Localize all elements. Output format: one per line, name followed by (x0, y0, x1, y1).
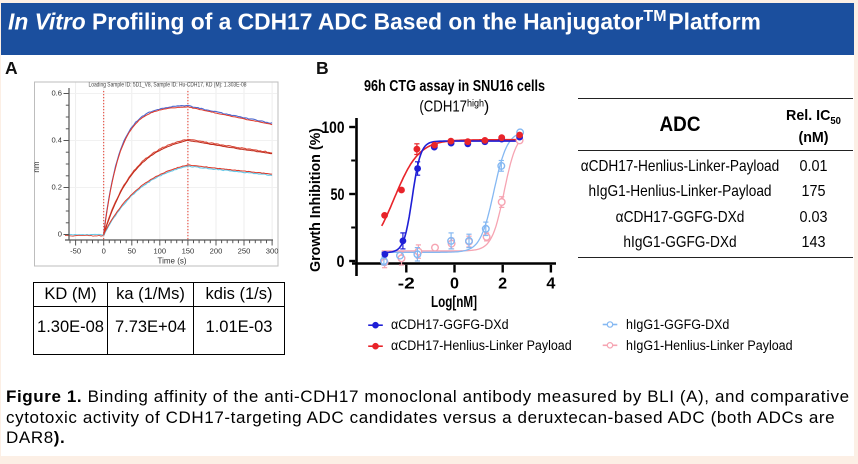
svg-text:0.4: 0.4 (51, 136, 62, 145)
svg-text:Log[nM]: Log[nM] (431, 294, 477, 311)
svg-text:200: 200 (210, 247, 223, 256)
svg-text:): ) (484, 99, 489, 116)
svg-text:2: 2 (498, 276, 507, 293)
svg-text:0: 0 (337, 253, 345, 271)
svg-text:nm: nm (32, 161, 41, 172)
svg-text:-2: -2 (398, 276, 415, 293)
svg-text:50: 50 (128, 247, 136, 256)
svg-text:50: 50 (331, 186, 345, 204)
svg-text:4: 4 (546, 276, 555, 293)
svg-text:300: 300 (266, 247, 279, 256)
svg-text:(CDH17: (CDH17 (419, 99, 467, 116)
svg-text:250: 250 (238, 247, 251, 256)
svg-text:high: high (467, 99, 484, 110)
svg-text:0: 0 (450, 276, 459, 293)
svg-text:100: 100 (322, 119, 345, 137)
svg-text:0.2: 0.2 (51, 183, 62, 192)
svg-text:0.6: 0.6 (51, 89, 62, 98)
svg-text:Time (s): Time (s) (157, 257, 186, 266)
svg-text:96h CTG assay in SNU16 cells: 96h CTG assay in SNU16 cells (364, 78, 545, 95)
svg-text:0: 0 (102, 247, 106, 256)
svg-text:Loading Sample ID: 5D1_V8, Sam: Loading Sample ID: 5D1_V8, Sample ID: Hu… (89, 83, 248, 89)
svg-text:0: 0 (58, 230, 62, 239)
svg-text:100: 100 (153, 247, 166, 256)
svg-text:150: 150 (182, 247, 195, 256)
svg-text:-50: -50 (70, 247, 81, 256)
svg-text:Growth Inhibition (%): Growth Inhibition (%) (308, 128, 324, 272)
